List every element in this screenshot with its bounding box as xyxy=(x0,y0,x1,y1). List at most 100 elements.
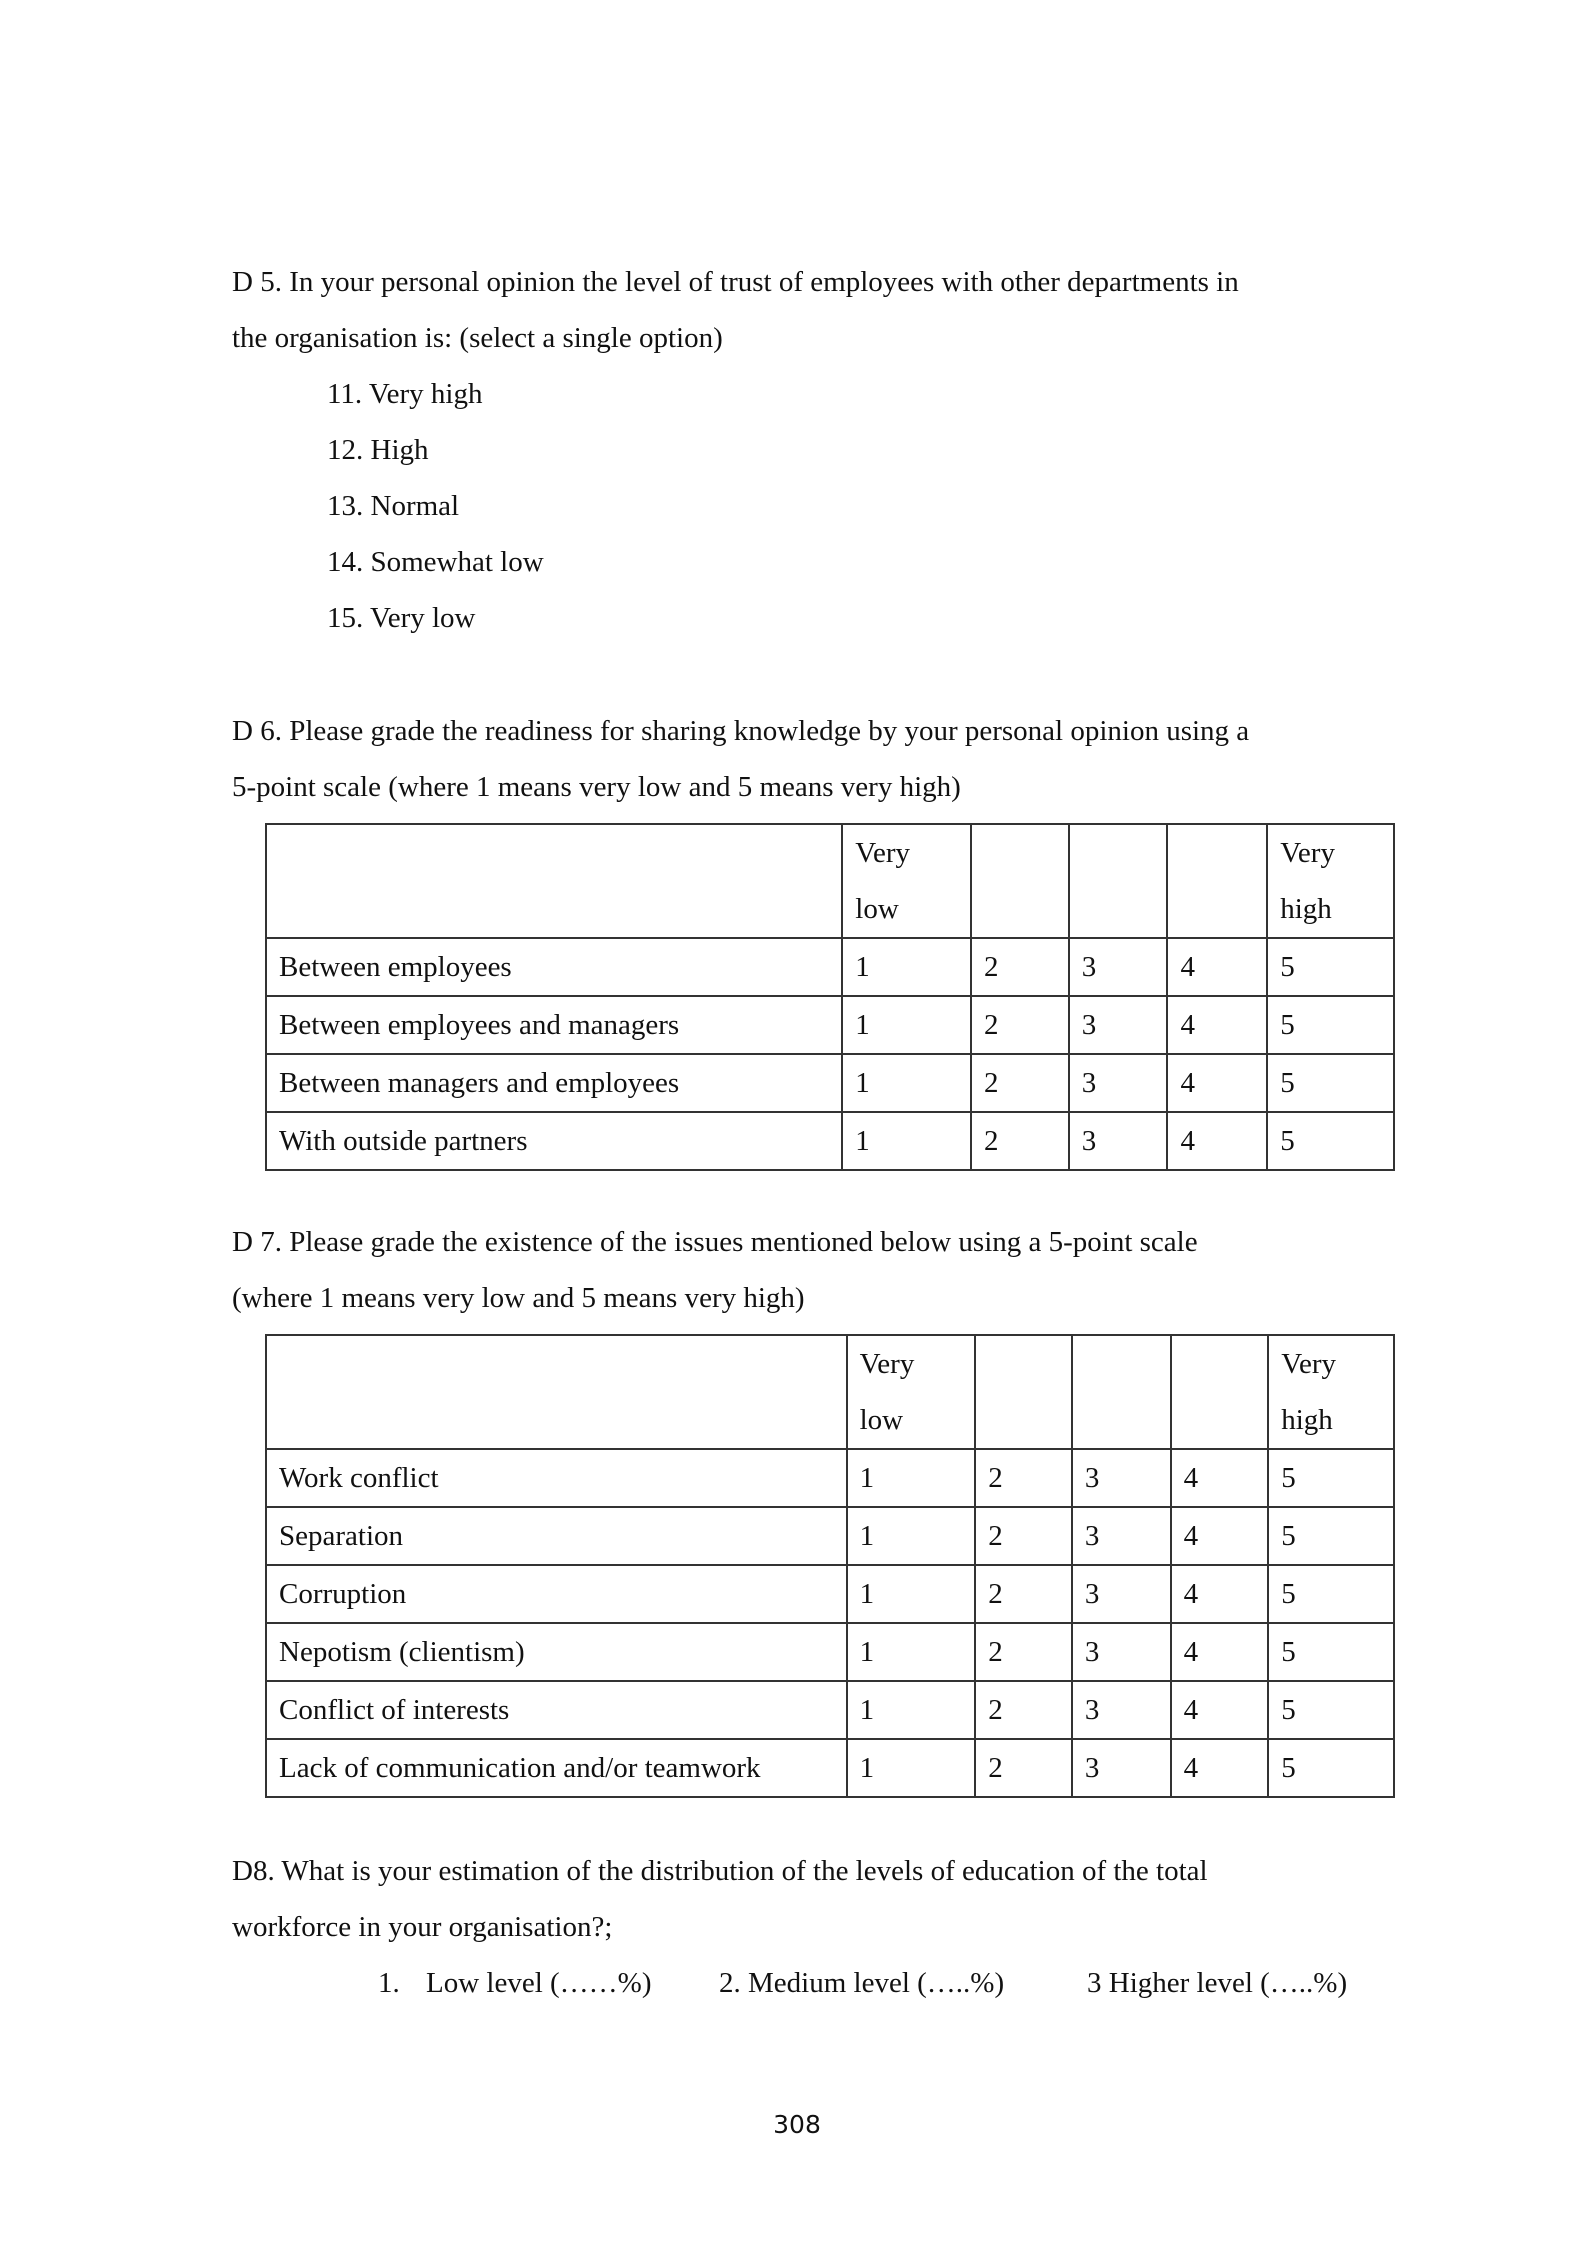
rating-option[interactable]: 3 xyxy=(1070,1506,1172,1566)
rating-option[interactable]: 1 xyxy=(845,1738,977,1798)
option-item: 11. Very high xyxy=(327,378,483,410)
header-text: high xyxy=(1280,893,1332,925)
rating-option[interactable]: 2 xyxy=(970,995,1070,1055)
rating-option[interactable]: 4 xyxy=(1166,995,1269,1055)
rating-option[interactable]: 2 xyxy=(974,1506,1073,1566)
table-row: Lack of communication and/or teamwork 1 2 3… xyxy=(265,1738,1395,1798)
rating-option[interactable]: 3 xyxy=(1067,995,1169,1055)
rating-option[interactable]: 3 xyxy=(1070,1680,1172,1740)
row-label: Corruption xyxy=(265,1564,848,1624)
rating-option[interactable]: 1 xyxy=(845,1564,977,1624)
table-header-row: Very low Very high xyxy=(264,823,1395,939)
rating-option[interactable]: 2 xyxy=(970,937,1070,997)
rating-option[interactable]: 1 xyxy=(841,995,973,1055)
rating-option[interactable]: 5 xyxy=(1266,1111,1395,1171)
header-cell xyxy=(264,823,844,939)
table-row: Between managers and employees 1 2 3 4 5 xyxy=(264,1053,1395,1113)
rating-option[interactable]: 2 xyxy=(974,1680,1073,1740)
option-item: 13. Normal xyxy=(327,490,460,522)
rating-table-d6: Very low Very high Between employees 1 2 3 4 5 B… xyxy=(264,823,1395,1171)
header-cell xyxy=(265,1334,848,1450)
rating-option[interactable]: 5 xyxy=(1266,1053,1395,1113)
table-row: With outside partners 1 2 3 4 5 xyxy=(264,1111,1395,1171)
option-low-level: Low level (……%) xyxy=(426,1967,652,1999)
rating-option[interactable]: 3 xyxy=(1070,1738,1172,1798)
rating-option[interactable]: 5 xyxy=(1267,1622,1395,1682)
header-text: Very xyxy=(1281,1348,1336,1380)
table-row: Work conflict 1 2 3 4 5 xyxy=(265,1448,1395,1508)
header-cell xyxy=(1070,1334,1172,1450)
table-row: Conflict of interests 1 2 3 4 5 xyxy=(265,1680,1395,1740)
row-label: With outside partners xyxy=(264,1111,844,1171)
rating-option[interactable]: 4 xyxy=(1169,1680,1270,1740)
rating-option[interactable]: 3 xyxy=(1070,1448,1172,1508)
question-text: D8. What is your estimation of the distr… xyxy=(232,1855,1208,1887)
rating-option[interactable]: 5 xyxy=(1266,995,1395,1055)
rating-option[interactable]: 5 xyxy=(1267,1564,1395,1624)
rating-option[interactable]: 2 xyxy=(970,1111,1070,1171)
row-label: Between employees and managers xyxy=(264,995,844,1055)
option-item: 12. High xyxy=(327,434,429,466)
rating-option[interactable]: 1 xyxy=(845,1622,977,1682)
rating-option[interactable]: 2 xyxy=(970,1053,1070,1113)
page-number: 308 xyxy=(773,2110,821,2139)
table-row: Nepotism (clientism) 1 2 3 4 5 xyxy=(265,1622,1395,1682)
rating-option[interactable]: 4 xyxy=(1169,1564,1270,1624)
rating-option[interactable]: 4 xyxy=(1169,1738,1270,1798)
option-item: 15. Very low xyxy=(327,602,476,634)
question-text: D 6. Please grade the readiness for shar… xyxy=(232,715,1250,747)
header-cell xyxy=(1067,823,1169,939)
row-label: Between managers and employees xyxy=(264,1053,844,1113)
option-higher-level: 3 Higher level (…..%) xyxy=(1087,1967,1348,1999)
rating-option[interactable]: 5 xyxy=(1267,1448,1395,1508)
rating-option[interactable]: 1 xyxy=(841,937,973,997)
rating-option[interactable]: 3 xyxy=(1067,1111,1169,1171)
rating-option[interactable]: 2 xyxy=(974,1738,1073,1798)
rating-option[interactable]: 5 xyxy=(1266,937,1395,997)
row-label: Work conflict xyxy=(265,1448,848,1508)
header-very-low: Very low xyxy=(845,1334,977,1450)
header-cell xyxy=(1166,823,1269,939)
header-cell xyxy=(974,1334,1073,1450)
question-text: D 5. In your personal opinion the level … xyxy=(232,266,1239,298)
rating-option[interactable]: 4 xyxy=(1169,1622,1270,1682)
row-label: Nepotism (clientism) xyxy=(265,1622,848,1682)
table-row: Separation 1 2 3 4 5 xyxy=(265,1506,1395,1566)
rating-option[interactable]: 2 xyxy=(974,1564,1073,1624)
question-text: workforce in your organisation?; xyxy=(232,1911,613,1943)
option-number: 1. xyxy=(378,1967,400,1999)
rating-option[interactable]: 1 xyxy=(845,1680,977,1740)
rating-option[interactable]: 3 xyxy=(1070,1622,1172,1682)
rating-option[interactable]: 3 xyxy=(1070,1564,1172,1624)
rating-option[interactable]: 4 xyxy=(1166,1053,1269,1113)
option-medium-level: 2. Medium level (…..%) xyxy=(719,1967,1005,1999)
table-header-row: Very low Very high xyxy=(265,1334,1395,1450)
rating-option[interactable]: 5 xyxy=(1267,1506,1395,1566)
option-item: 14. Somewhat low xyxy=(327,546,544,578)
rating-option[interactable]: 5 xyxy=(1267,1738,1395,1798)
rating-table-d7: Very low Very high Work conflict 1 2 3 4 5 Separ… xyxy=(265,1334,1395,1798)
rating-option[interactable]: 4 xyxy=(1169,1506,1270,1566)
rating-option[interactable]: 4 xyxy=(1166,937,1269,997)
table-row: Between employees and managers 1 2 3 4 5 xyxy=(264,995,1395,1055)
rating-option[interactable]: 2 xyxy=(974,1448,1073,1508)
rating-option[interactable]: 3 xyxy=(1067,1053,1169,1113)
table-row: Between employees 1 2 3 4 5 xyxy=(264,937,1395,997)
rating-option[interactable]: 1 xyxy=(841,1053,973,1113)
rating-option[interactable]: 1 xyxy=(845,1506,977,1566)
header-very-high: Very high xyxy=(1266,823,1395,939)
rating-option[interactable]: 1 xyxy=(845,1448,977,1508)
rating-option[interactable]: 4 xyxy=(1169,1448,1270,1508)
header-text: low xyxy=(855,893,899,925)
table-row: Corruption 1 2 3 4 5 xyxy=(265,1564,1395,1624)
header-text: Very xyxy=(855,837,911,869)
question-text: 5-point scale (where 1 means very low an… xyxy=(232,771,961,803)
rating-option[interactable]: 3 xyxy=(1067,937,1169,997)
rating-option[interactable]: 2 xyxy=(974,1622,1073,1682)
question-text: D 7. Please grade the existence of the i… xyxy=(232,1226,1198,1258)
question-text: the organisation is: (select a single op… xyxy=(232,322,723,354)
rating-option[interactable]: 5 xyxy=(1267,1680,1395,1740)
header-very-high: Very high xyxy=(1267,1334,1395,1450)
rating-option[interactable]: 4 xyxy=(1166,1111,1269,1171)
rating-option[interactable]: 1 xyxy=(841,1111,973,1171)
